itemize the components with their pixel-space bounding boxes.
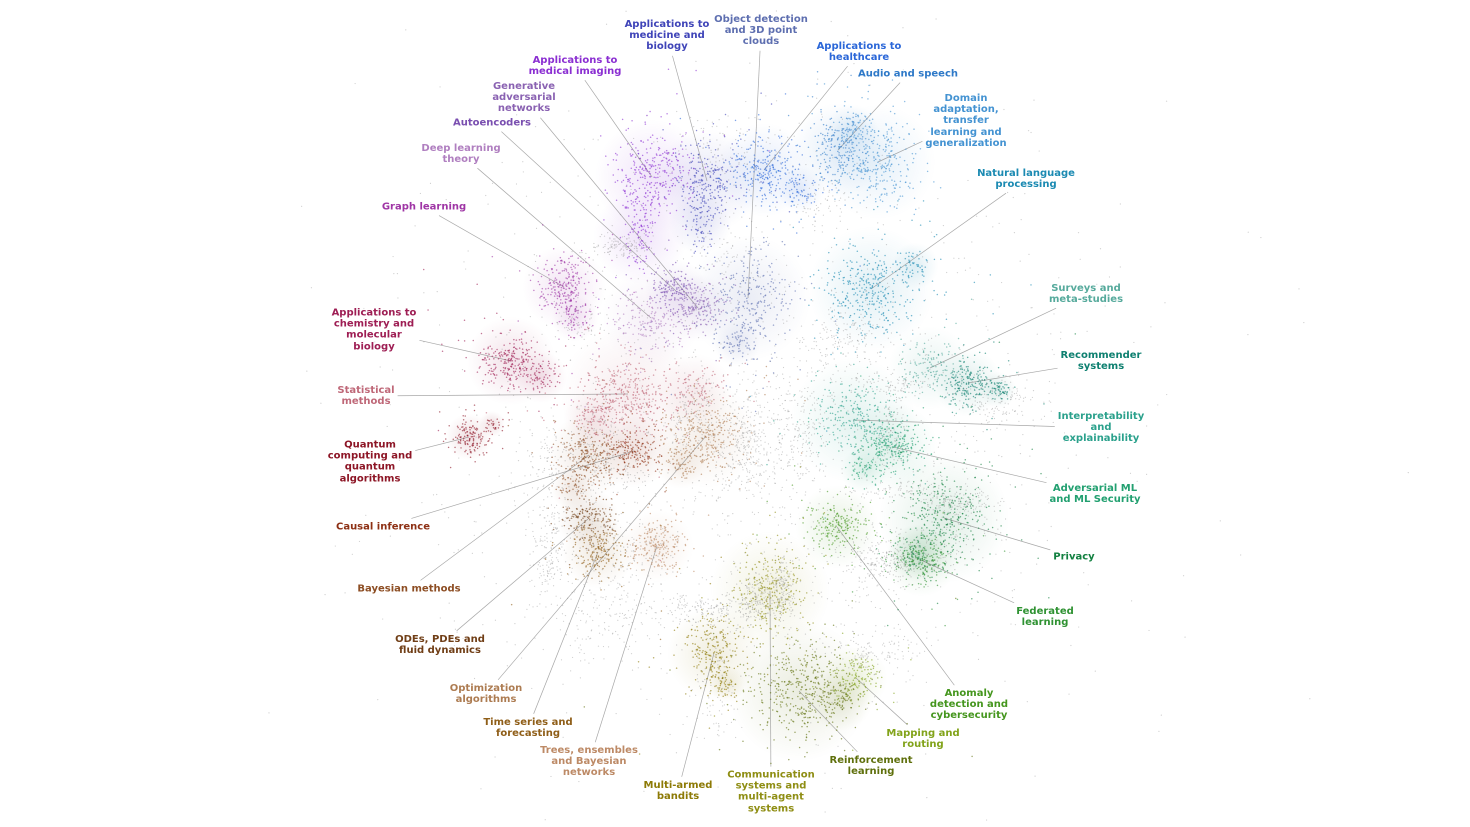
scatter-points-canvas <box>0 0 1470 827</box>
topic-embedding-map: Applications to medicine and biology Obje… <box>0 0 1470 827</box>
